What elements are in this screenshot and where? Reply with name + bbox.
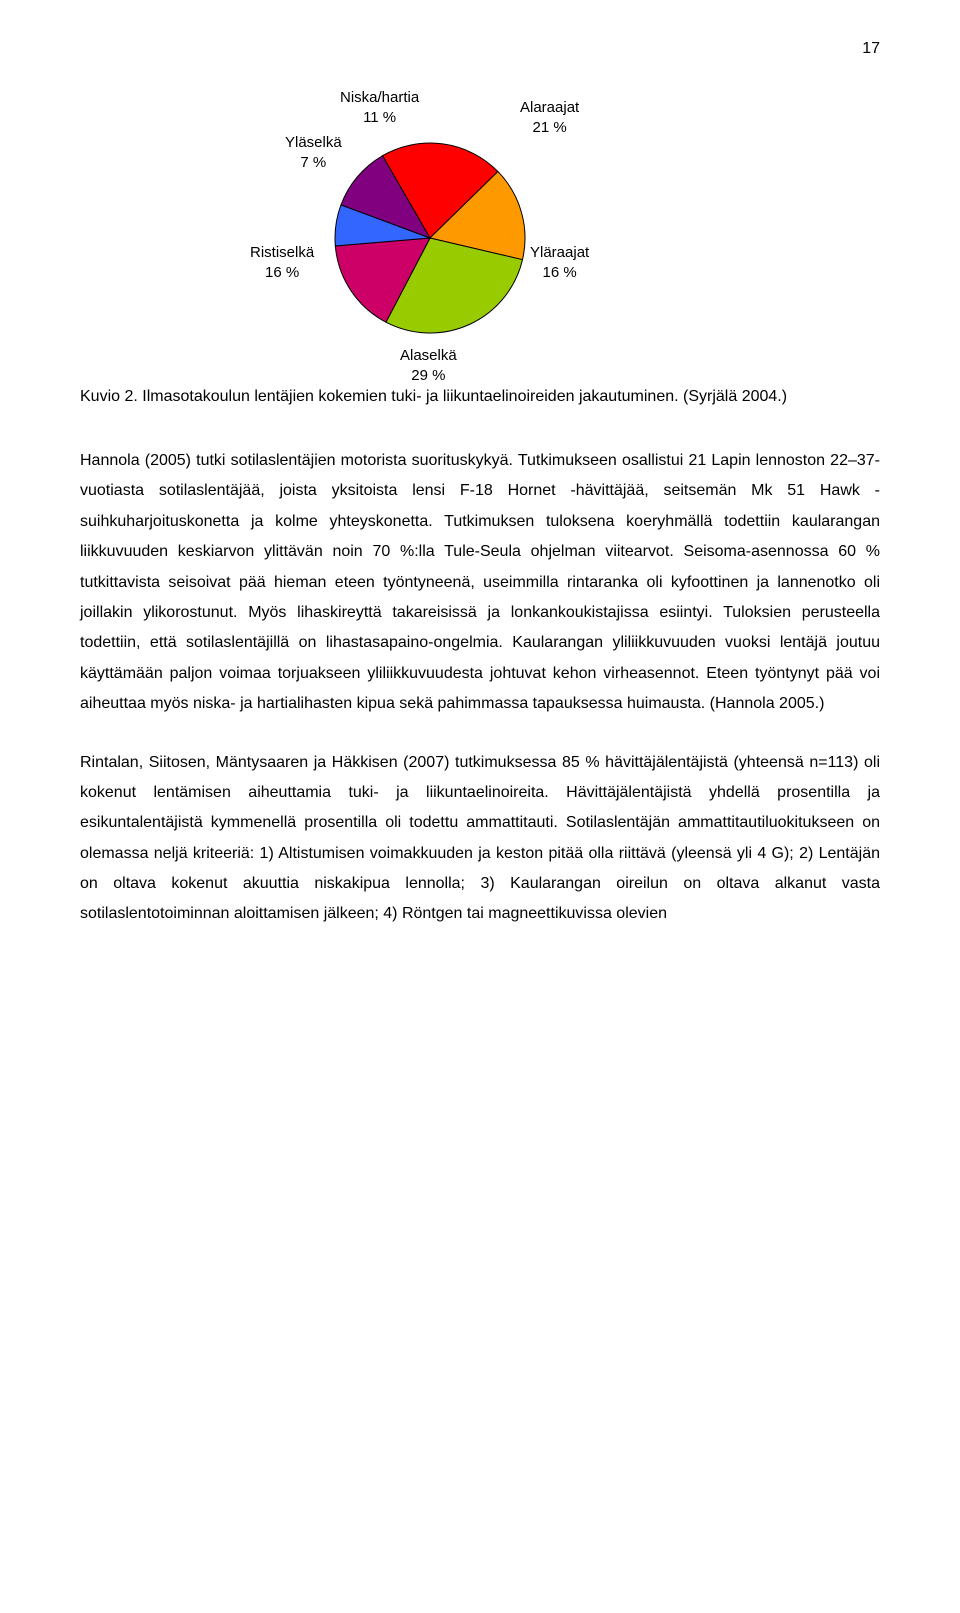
pie-slice-label: Yläselkä7 % xyxy=(285,133,342,172)
pie-slice-label: Alaselkä29 % xyxy=(400,346,457,385)
pie-chart-container: Alaraajat21 %Yläraajat16 %Alaselkä29 %Ri… xyxy=(220,88,640,368)
page-number: 17 xyxy=(80,40,880,58)
pie-slice-label: Yläraajat16 % xyxy=(530,243,589,282)
paragraph-2: Rintalan, Siitosen, Mäntysaaren ja Häkki… xyxy=(80,748,880,930)
paragraph-1: Hannola (2005) tutki sotilaslentäjien mo… xyxy=(80,446,880,720)
pie-slice-label: Alaraajat21 % xyxy=(520,98,579,137)
pie-slice-label: Ristiselkä16 % xyxy=(250,243,314,282)
pie-chart: Alaraajat21 %Yläraajat16 %Alaselkä29 %Ri… xyxy=(220,88,640,368)
chart-caption: Kuvio 2. Ilmasotakoulun lentäjien kokemi… xyxy=(80,388,880,406)
pie-slice-label: Niska/hartia11 % xyxy=(340,88,419,127)
